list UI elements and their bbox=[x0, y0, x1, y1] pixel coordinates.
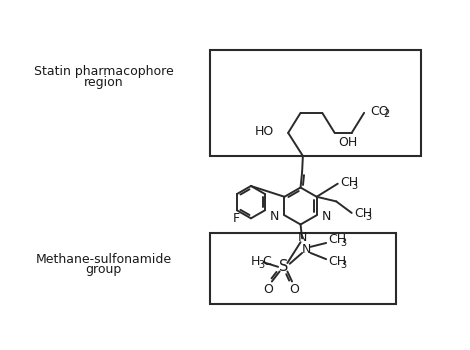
Text: C: C bbox=[263, 255, 271, 268]
Text: O: O bbox=[290, 283, 299, 296]
Text: Methane-sulfonamide: Methane-sulfonamide bbox=[36, 253, 172, 266]
Text: N: N bbox=[298, 231, 307, 244]
Text: region: region bbox=[84, 76, 124, 89]
Text: 3: 3 bbox=[366, 212, 372, 222]
Text: N: N bbox=[322, 210, 331, 223]
Text: Statin pharmacophore: Statin pharmacophore bbox=[34, 65, 173, 78]
Text: F: F bbox=[233, 212, 240, 225]
Text: CH: CH bbox=[329, 233, 346, 246]
Text: H: H bbox=[251, 255, 260, 268]
Bar bbox=[210, 50, 422, 156]
Text: 3: 3 bbox=[352, 181, 358, 191]
Text: N: N bbox=[270, 210, 279, 223]
Text: S: S bbox=[279, 259, 288, 274]
Text: 2: 2 bbox=[384, 110, 390, 119]
Bar bbox=[210, 233, 396, 304]
Text: CH: CH bbox=[340, 176, 358, 189]
Text: CO: CO bbox=[370, 105, 389, 118]
Text: HO: HO bbox=[255, 125, 274, 138]
Text: CH: CH bbox=[354, 207, 372, 220]
Text: O: O bbox=[263, 283, 273, 296]
Text: 3: 3 bbox=[340, 238, 346, 248]
Text: CH: CH bbox=[329, 255, 346, 268]
Text: 3: 3 bbox=[340, 260, 346, 270]
Text: group: group bbox=[86, 264, 122, 276]
Text: OH: OH bbox=[338, 135, 358, 149]
Text: N: N bbox=[302, 243, 312, 257]
Text: 3: 3 bbox=[258, 260, 264, 270]
